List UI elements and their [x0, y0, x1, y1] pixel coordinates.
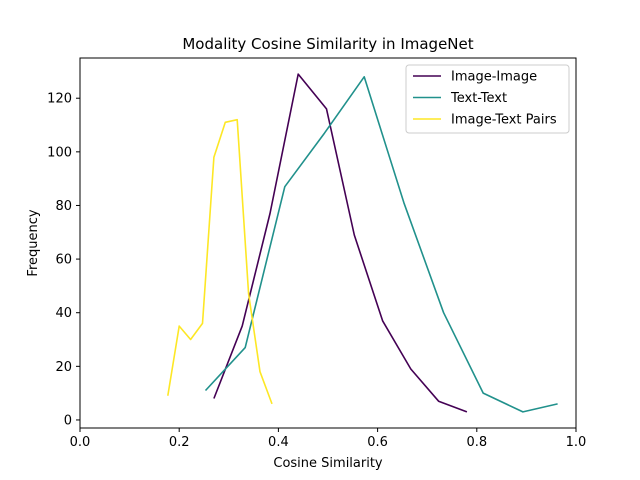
- legend-label: Text-Text: [450, 91, 507, 106]
- y-tick-label: 100: [47, 145, 72, 160]
- legend-label: Image-Image: [451, 70, 537, 85]
- x-tick-label: 0.8: [466, 435, 487, 450]
- x-axis-label: Cosine Similarity: [273, 456, 383, 471]
- x-tick-label: 1.0: [566, 435, 587, 450]
- legend-box: [405, 64, 570, 134]
- y-tick-label: 40: [55, 306, 72, 321]
- x-tick-label: 0.2: [169, 435, 190, 450]
- y-axis: 0 20 40 60 80 100 120: [47, 92, 80, 428]
- plot-frame: [79, 57, 577, 429]
- series-layer: [167, 73, 558, 413]
- y-tick-label: 60: [55, 253, 72, 268]
- x-tick-label: 0.4: [268, 435, 289, 450]
- x-tick-label: 0.0: [70, 435, 91, 450]
- y-tick-label: 80: [55, 199, 72, 214]
- y-tick-label: 20: [55, 360, 72, 375]
- legend: Image-Image Text-Text Image-Text Pairs: [405, 64, 570, 134]
- series-line-3: [167, 118, 273, 405]
- x-axis: 0.0 0.2 0.4 0.6 0.8 1.0: [70, 428, 587, 450]
- legend-label: Image-Text Pairs: [451, 113, 557, 128]
- y-tick-label: 0: [64, 413, 72, 428]
- y-tick-label: 120: [47, 92, 72, 107]
- y-axis-label: Frequency: [26, 209, 41, 276]
- chart-title: Modality Cosine Similarity in ImageNet: [182, 35, 473, 53]
- series-line-1: [213, 73, 468, 413]
- x-tick-label: 0.6: [367, 435, 388, 450]
- series-line-2: [204, 76, 558, 413]
